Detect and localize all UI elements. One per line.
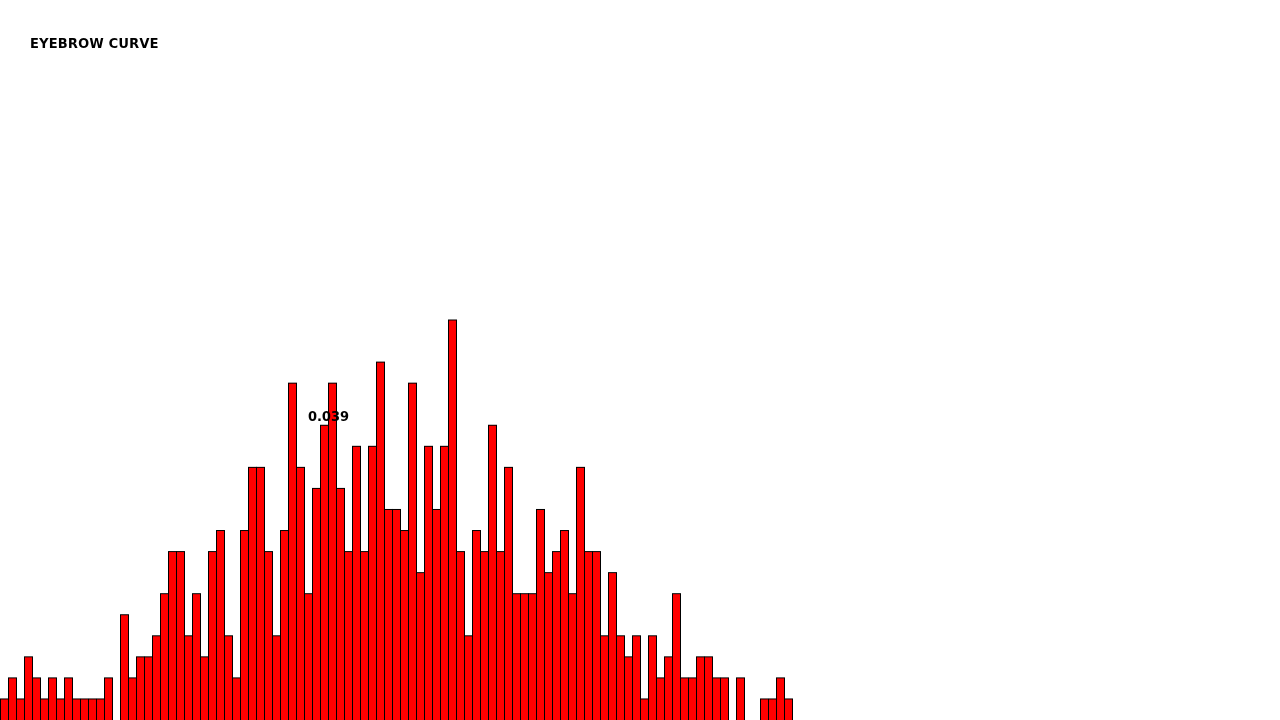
histogram-bar [408,382,417,720]
histogram-bar [136,656,145,720]
histogram-bar [360,551,369,720]
histogram-bar [280,530,289,720]
histogram-bar [232,677,241,720]
histogram-bar [480,551,489,720]
histogram-bar [64,677,73,720]
histogram-bar [288,382,297,720]
histogram-bar [512,593,521,720]
histogram-bar [384,508,393,720]
histogram-bar [656,677,665,720]
histogram-bar [152,635,161,720]
histogram-bar [272,635,281,720]
histogram-bar [560,530,569,720]
histogram-bar [696,656,705,720]
histogram-bar [56,698,65,720]
bar-value-label: 0.039 [308,410,349,425]
histogram-bar [584,551,593,720]
histogram-bar [0,698,9,720]
histogram-bar [256,466,265,720]
histogram-bar [544,572,553,720]
histogram-bar [576,466,585,720]
histogram-bar [392,508,401,720]
histogram-bar [264,551,273,720]
histogram-bar [176,551,185,720]
histogram-bar [440,445,449,720]
histogram-bar [760,698,769,720]
histogram-bar [248,466,257,720]
histogram-bar [312,487,321,720]
histogram-bar [664,656,673,720]
histogram-bar [160,593,169,720]
histogram-bar [648,635,657,720]
histogram-bar [224,635,233,720]
histogram-bar [608,572,617,720]
histogram-bar [448,319,457,720]
histogram-bar [616,635,625,720]
histogram-bar [16,698,25,720]
histogram-bar [704,656,713,720]
histogram-bar [456,551,465,720]
histogram-bar [304,593,313,720]
histogram-bar [688,677,697,720]
histogram-bar [240,530,249,720]
histogram-bar [40,698,49,720]
histogram-bar [432,508,441,720]
histogram-bar [144,656,153,720]
histogram-bar [200,656,209,720]
histogram-bar [376,361,385,720]
histogram-bar [416,572,425,720]
histogram-bar [208,551,217,720]
histogram-bar [96,698,105,720]
histogram-bar [400,530,409,720]
histogram-bar [464,635,473,720]
histogram-bar [336,487,345,720]
histogram-bar [328,382,337,720]
histogram-bar [568,593,577,720]
histogram-bar [192,593,201,720]
histogram-bar [736,677,745,720]
histogram-bar [624,656,633,720]
histogram-bar [640,698,649,720]
histogram-bar [296,466,305,720]
histogram-bar [712,677,721,720]
histogram-bar [504,466,513,720]
histogram-bar [24,656,33,720]
histogram-bar [600,635,609,720]
histogram-bar [632,635,641,720]
histogram-bar [320,424,329,720]
histogram-bar [352,445,361,720]
histogram-bar [104,677,113,720]
histogram-bar [784,698,793,720]
histogram-bar [776,677,785,720]
histogram-bar [8,677,17,720]
histogram-bar [128,677,137,720]
histogram-bar [672,593,681,720]
histogram-bar [520,593,529,720]
histogram-bar [368,445,377,720]
histogram-bar [488,424,497,720]
histogram-bar [120,614,129,720]
chart-title: EYEBROW CURVE [30,37,159,52]
histogram-bar [720,677,729,720]
histogram-bar [528,593,537,720]
histogram-bar [184,635,193,720]
histogram-bar [72,698,81,720]
histogram-bar [472,530,481,720]
histogram-bar [48,677,57,720]
histogram-bar [216,530,225,720]
histogram-bar [680,677,689,720]
histogram-bar [552,551,561,720]
histogram-bar [536,508,545,720]
histogram-bar [592,551,601,720]
histogram-bar [168,551,177,720]
histogram-bar [424,445,433,720]
histogram-bar [496,551,505,720]
histogram-bar [344,551,353,720]
histogram-bar [768,698,777,720]
histogram-bar [80,698,89,720]
histogram-bar [88,698,97,720]
histogram-bar [32,677,41,720]
